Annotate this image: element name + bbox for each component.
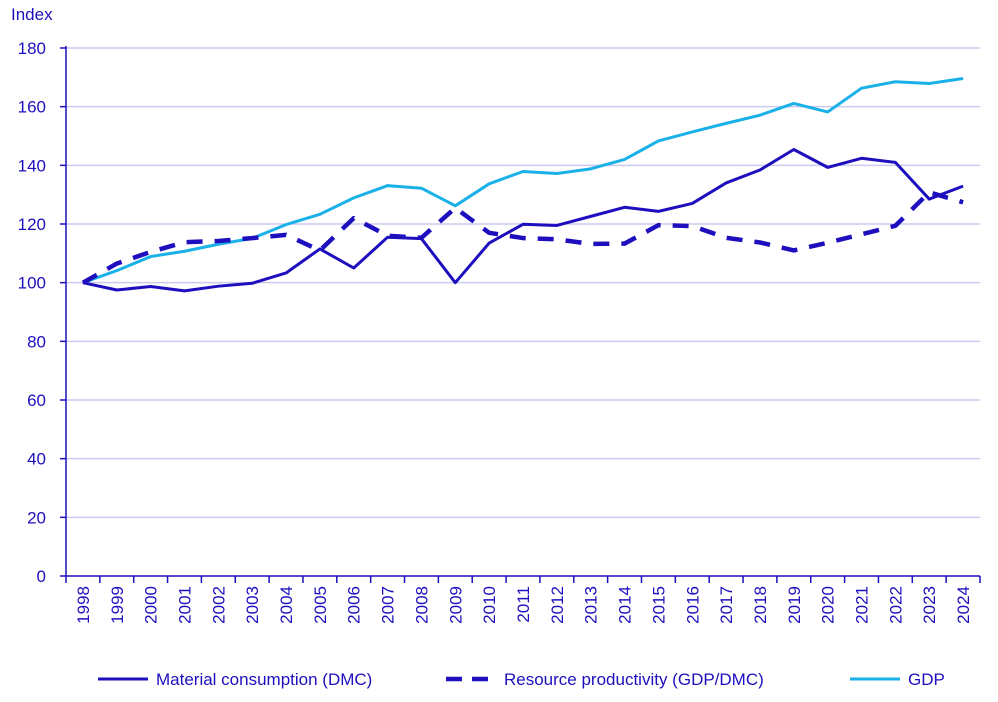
x-tick-label: 2001 (175, 586, 194, 624)
x-tick-label: 2017 (717, 586, 736, 624)
x-tick-label: 2004 (277, 586, 296, 624)
x-tick-label: 2005 (311, 586, 330, 624)
x-tick-label: 1998 (74, 586, 93, 624)
x-tick-label: 2016 (683, 586, 702, 624)
x-tick-label: 2024 (954, 586, 973, 624)
legend-label: Material consumption (DMC) (156, 670, 372, 689)
x-tick-label: 2013 (582, 586, 601, 624)
y-axis-label: Index (11, 5, 53, 24)
x-tick-label: 2011 (514, 586, 533, 623)
y-tick-label: 180 (18, 39, 46, 58)
y-tick-label: 100 (18, 274, 46, 293)
x-tick-label: 2020 (819, 586, 838, 624)
y-tick-label: 0 (37, 567, 46, 586)
series-line-1 (81, 190, 964, 285)
y-tick-label: 20 (27, 508, 46, 527)
y-tick-label: 140 (18, 156, 46, 175)
x-tick-label: 2008 (412, 586, 431, 624)
x-tick-label: 2019 (785, 586, 804, 624)
x-tick-label: 2015 (649, 586, 668, 624)
x-tick-label: 2007 (379, 586, 398, 624)
legend: Material consumption (DMC) Resource produ… (98, 670, 945, 689)
x-tick-label: 2002 (209, 586, 228, 624)
series-lines (81, 77, 964, 293)
axes: 0 20 40 60 80 100 120 140 160 180 1998 1999 2000 2001… (18, 39, 981, 624)
x-tick-label: 2006 (345, 586, 364, 624)
x-tick-label: 2003 (243, 586, 262, 624)
x-tick-label: 2023 (920, 586, 939, 624)
y-tick-label: 160 (18, 98, 46, 117)
x-tick-label: 2021 (853, 586, 872, 624)
x-tick-label: 2018 (751, 586, 770, 624)
x-tick-label: 2009 (446, 586, 465, 624)
y-tick-label: 120 (18, 215, 46, 234)
y-tick-label: 60 (27, 391, 46, 410)
x-tick-label: 2012 (548, 586, 567, 624)
y-tick-label: 80 (27, 332, 46, 351)
x-tick-label: 2010 (480, 586, 499, 624)
x-tick-label: 2014 (616, 586, 635, 624)
legend-label: Resource productivity (GDP/DMC) (504, 670, 764, 689)
series-line-0 (82, 147, 964, 293)
series-line-2 (82, 77, 964, 285)
x-tick-label: 1999 (108, 586, 127, 624)
gridlines (66, 47, 980, 519)
x-tick-label: 2022 (886, 586, 905, 624)
legend-label: GDP (908, 670, 945, 689)
x-tick-label: 2000 (142, 586, 161, 624)
y-tick-label: 40 (27, 450, 46, 469)
